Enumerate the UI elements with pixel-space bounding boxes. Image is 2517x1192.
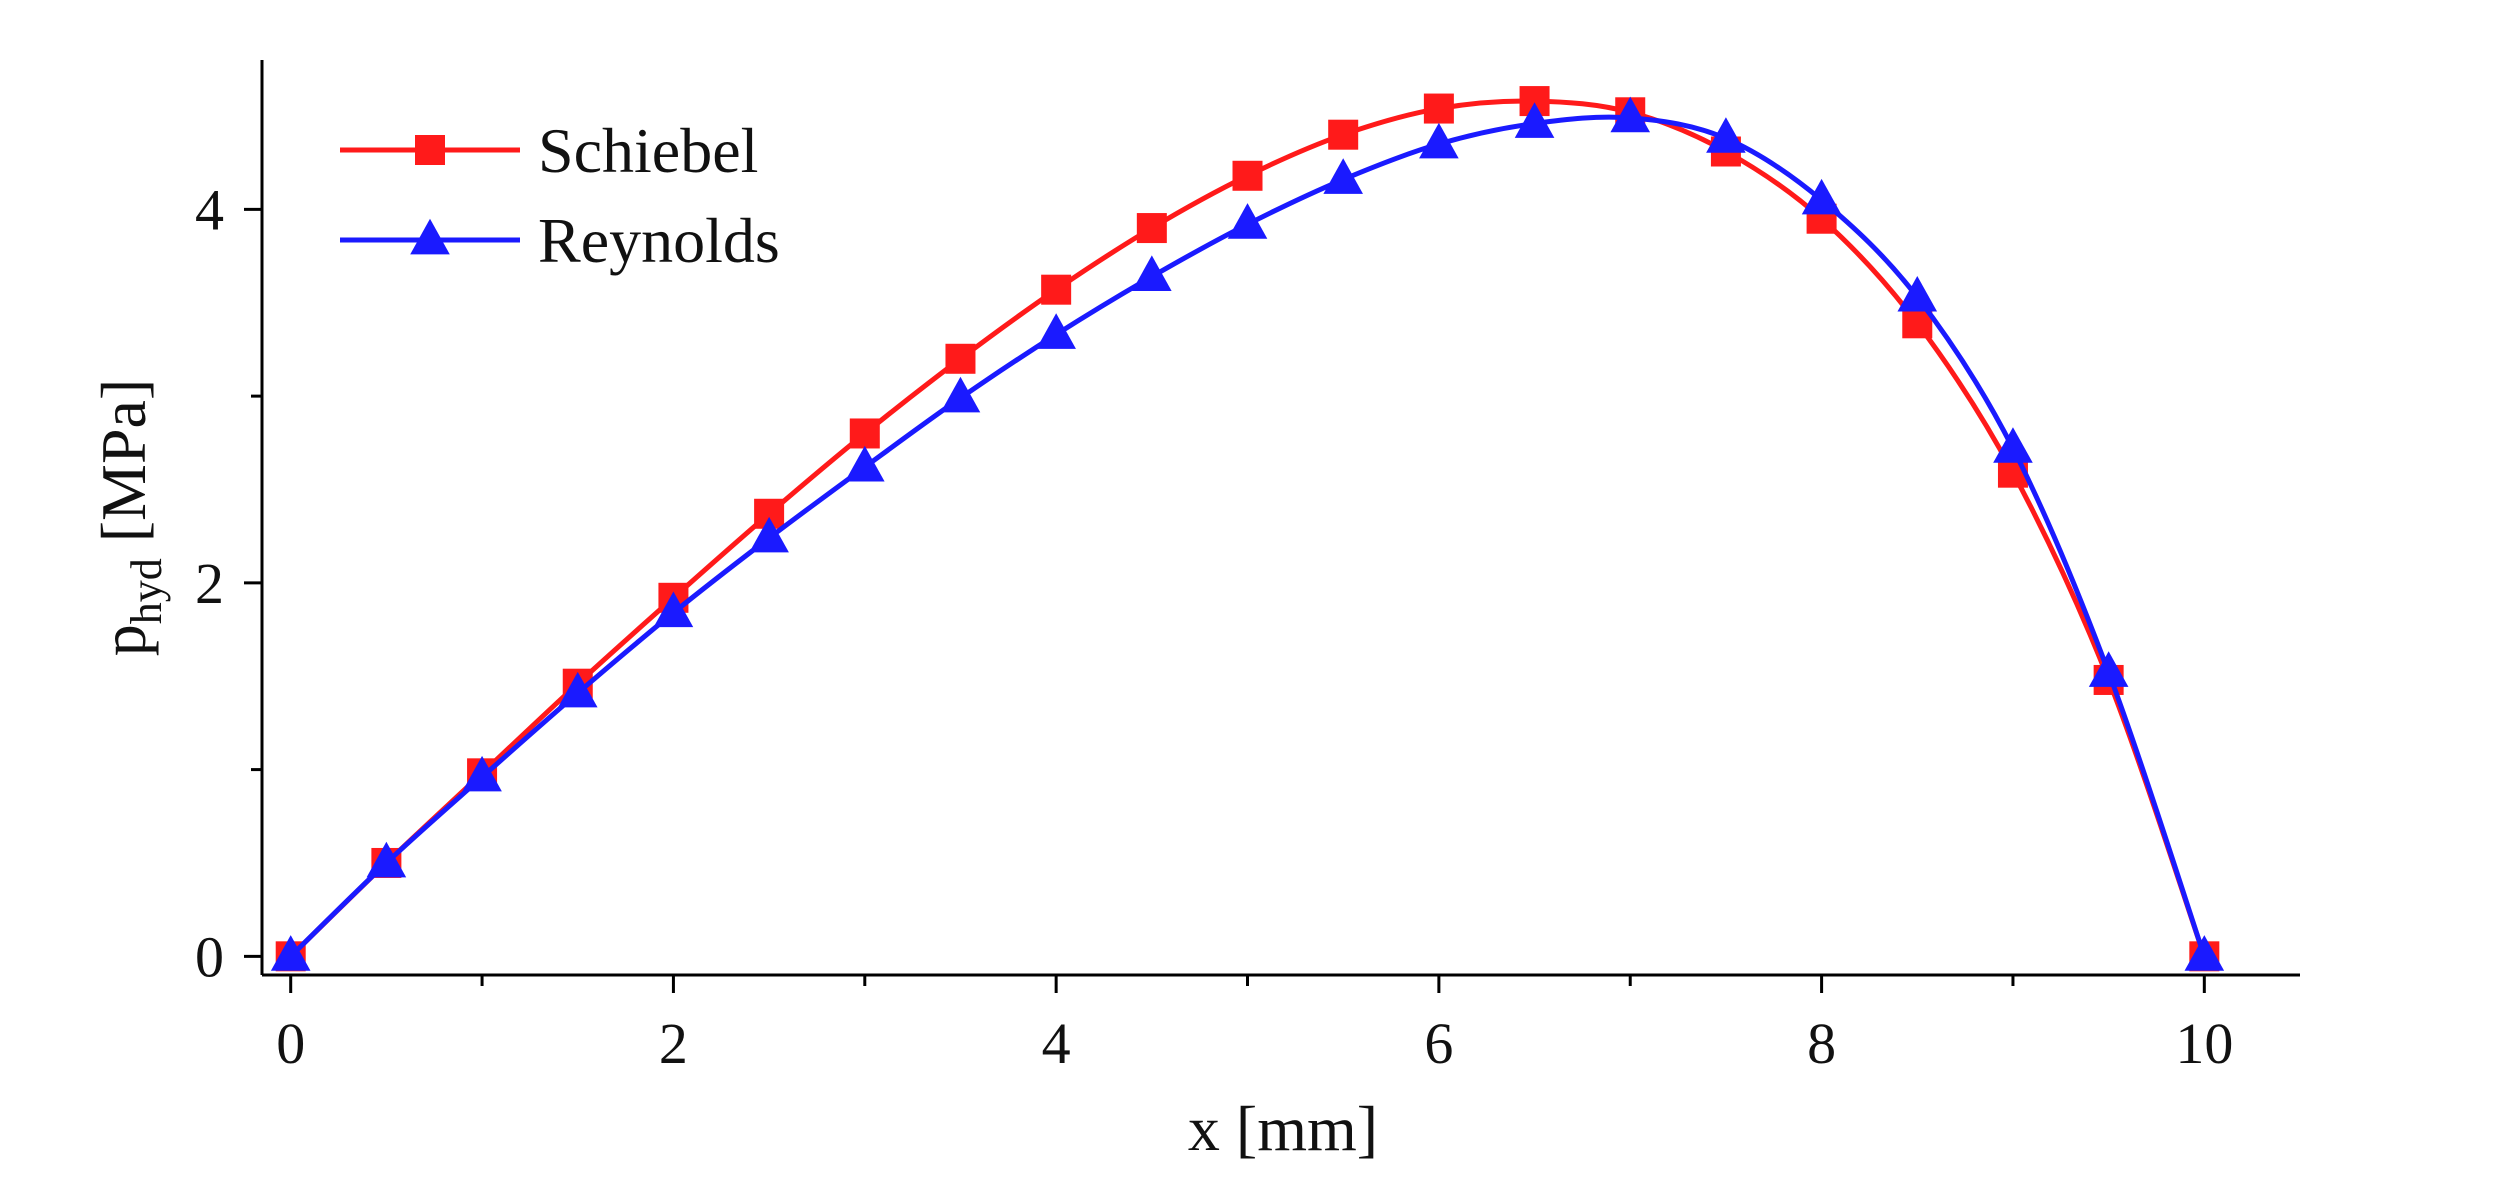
reynolds-point bbox=[2184, 935, 2225, 971]
y-tick-label: 2 bbox=[195, 551, 224, 616]
reynolds-point bbox=[940, 376, 981, 413]
x-tick-label: 10 bbox=[2175, 1011, 2233, 1076]
y-axis-label: phyd [MPa] bbox=[88, 379, 171, 657]
reynolds-point bbox=[844, 445, 885, 482]
y-axis-label-main: p bbox=[88, 624, 159, 656]
reynolds-point bbox=[1514, 102, 1555, 138]
reynolds-point bbox=[1610, 96, 1651, 133]
reynolds-point bbox=[1132, 255, 1172, 291]
reynolds-point bbox=[1323, 158, 1363, 194]
reynolds-point bbox=[749, 516, 789, 553]
reynolds-point bbox=[1801, 178, 1842, 215]
reynolds-point bbox=[1419, 122, 1459, 159]
reynolds-point bbox=[1897, 275, 1938, 312]
y-tick-label: 0 bbox=[195, 924, 224, 989]
schiebel-point bbox=[1423, 93, 1454, 124]
y-tick-label: 4 bbox=[195, 177, 224, 242]
y-axis-label-unit: [MPa] bbox=[88, 379, 159, 559]
x-tick-label: 8 bbox=[1807, 1011, 1836, 1076]
schiebel-line bbox=[288, 98, 2207, 959]
legend: Schiebel Reynolds bbox=[340, 115, 780, 276]
y-axis-label-subscript: hyd bbox=[122, 558, 171, 624]
schiebel-point bbox=[1328, 119, 1359, 150]
reynolds-point bbox=[653, 591, 694, 628]
reynolds-point bbox=[1993, 427, 2033, 463]
schiebel-point bbox=[1041, 274, 1072, 305]
reynolds-point bbox=[462, 755, 502, 792]
x-tick-label: 0 bbox=[276, 1011, 305, 1076]
schiebel-point bbox=[1136, 213, 1167, 244]
axes: 0 2 4 6 8 10 0 2 4 bbox=[195, 60, 2300, 1076]
x-tick-label: 4 bbox=[1042, 1011, 1071, 1076]
reynolds-point bbox=[557, 671, 598, 708]
reynolds-point bbox=[1706, 117, 1746, 153]
reynolds-line bbox=[288, 114, 2207, 959]
reynolds-point bbox=[1227, 203, 1268, 239]
legend-label: Reynolds bbox=[538, 205, 780, 276]
reynolds-point bbox=[270, 935, 311, 971]
reynolds-point bbox=[366, 841, 407, 878]
x-tick-label: 2 bbox=[659, 1011, 688, 1076]
legend-label: Schiebel bbox=[538, 115, 758, 186]
series-reynolds bbox=[270, 96, 2225, 971]
reynolds-point bbox=[2088, 651, 2129, 687]
schiebel-point bbox=[849, 418, 880, 449]
legend-item-reynolds: Reynolds bbox=[340, 205, 780, 276]
schiebel-point bbox=[1232, 160, 1263, 191]
reynolds-point bbox=[1036, 313, 1076, 349]
legend-marker bbox=[415, 135, 445, 165]
x-tick-label: 6 bbox=[1424, 1011, 1453, 1076]
series-layer bbox=[270, 86, 2225, 972]
legend-item-schiebel: Schiebel bbox=[340, 115, 758, 186]
schiebel-point bbox=[945, 343, 976, 374]
x-axis-label: x [mm] bbox=[1188, 1093, 1378, 1164]
legend-marker bbox=[410, 218, 450, 255]
